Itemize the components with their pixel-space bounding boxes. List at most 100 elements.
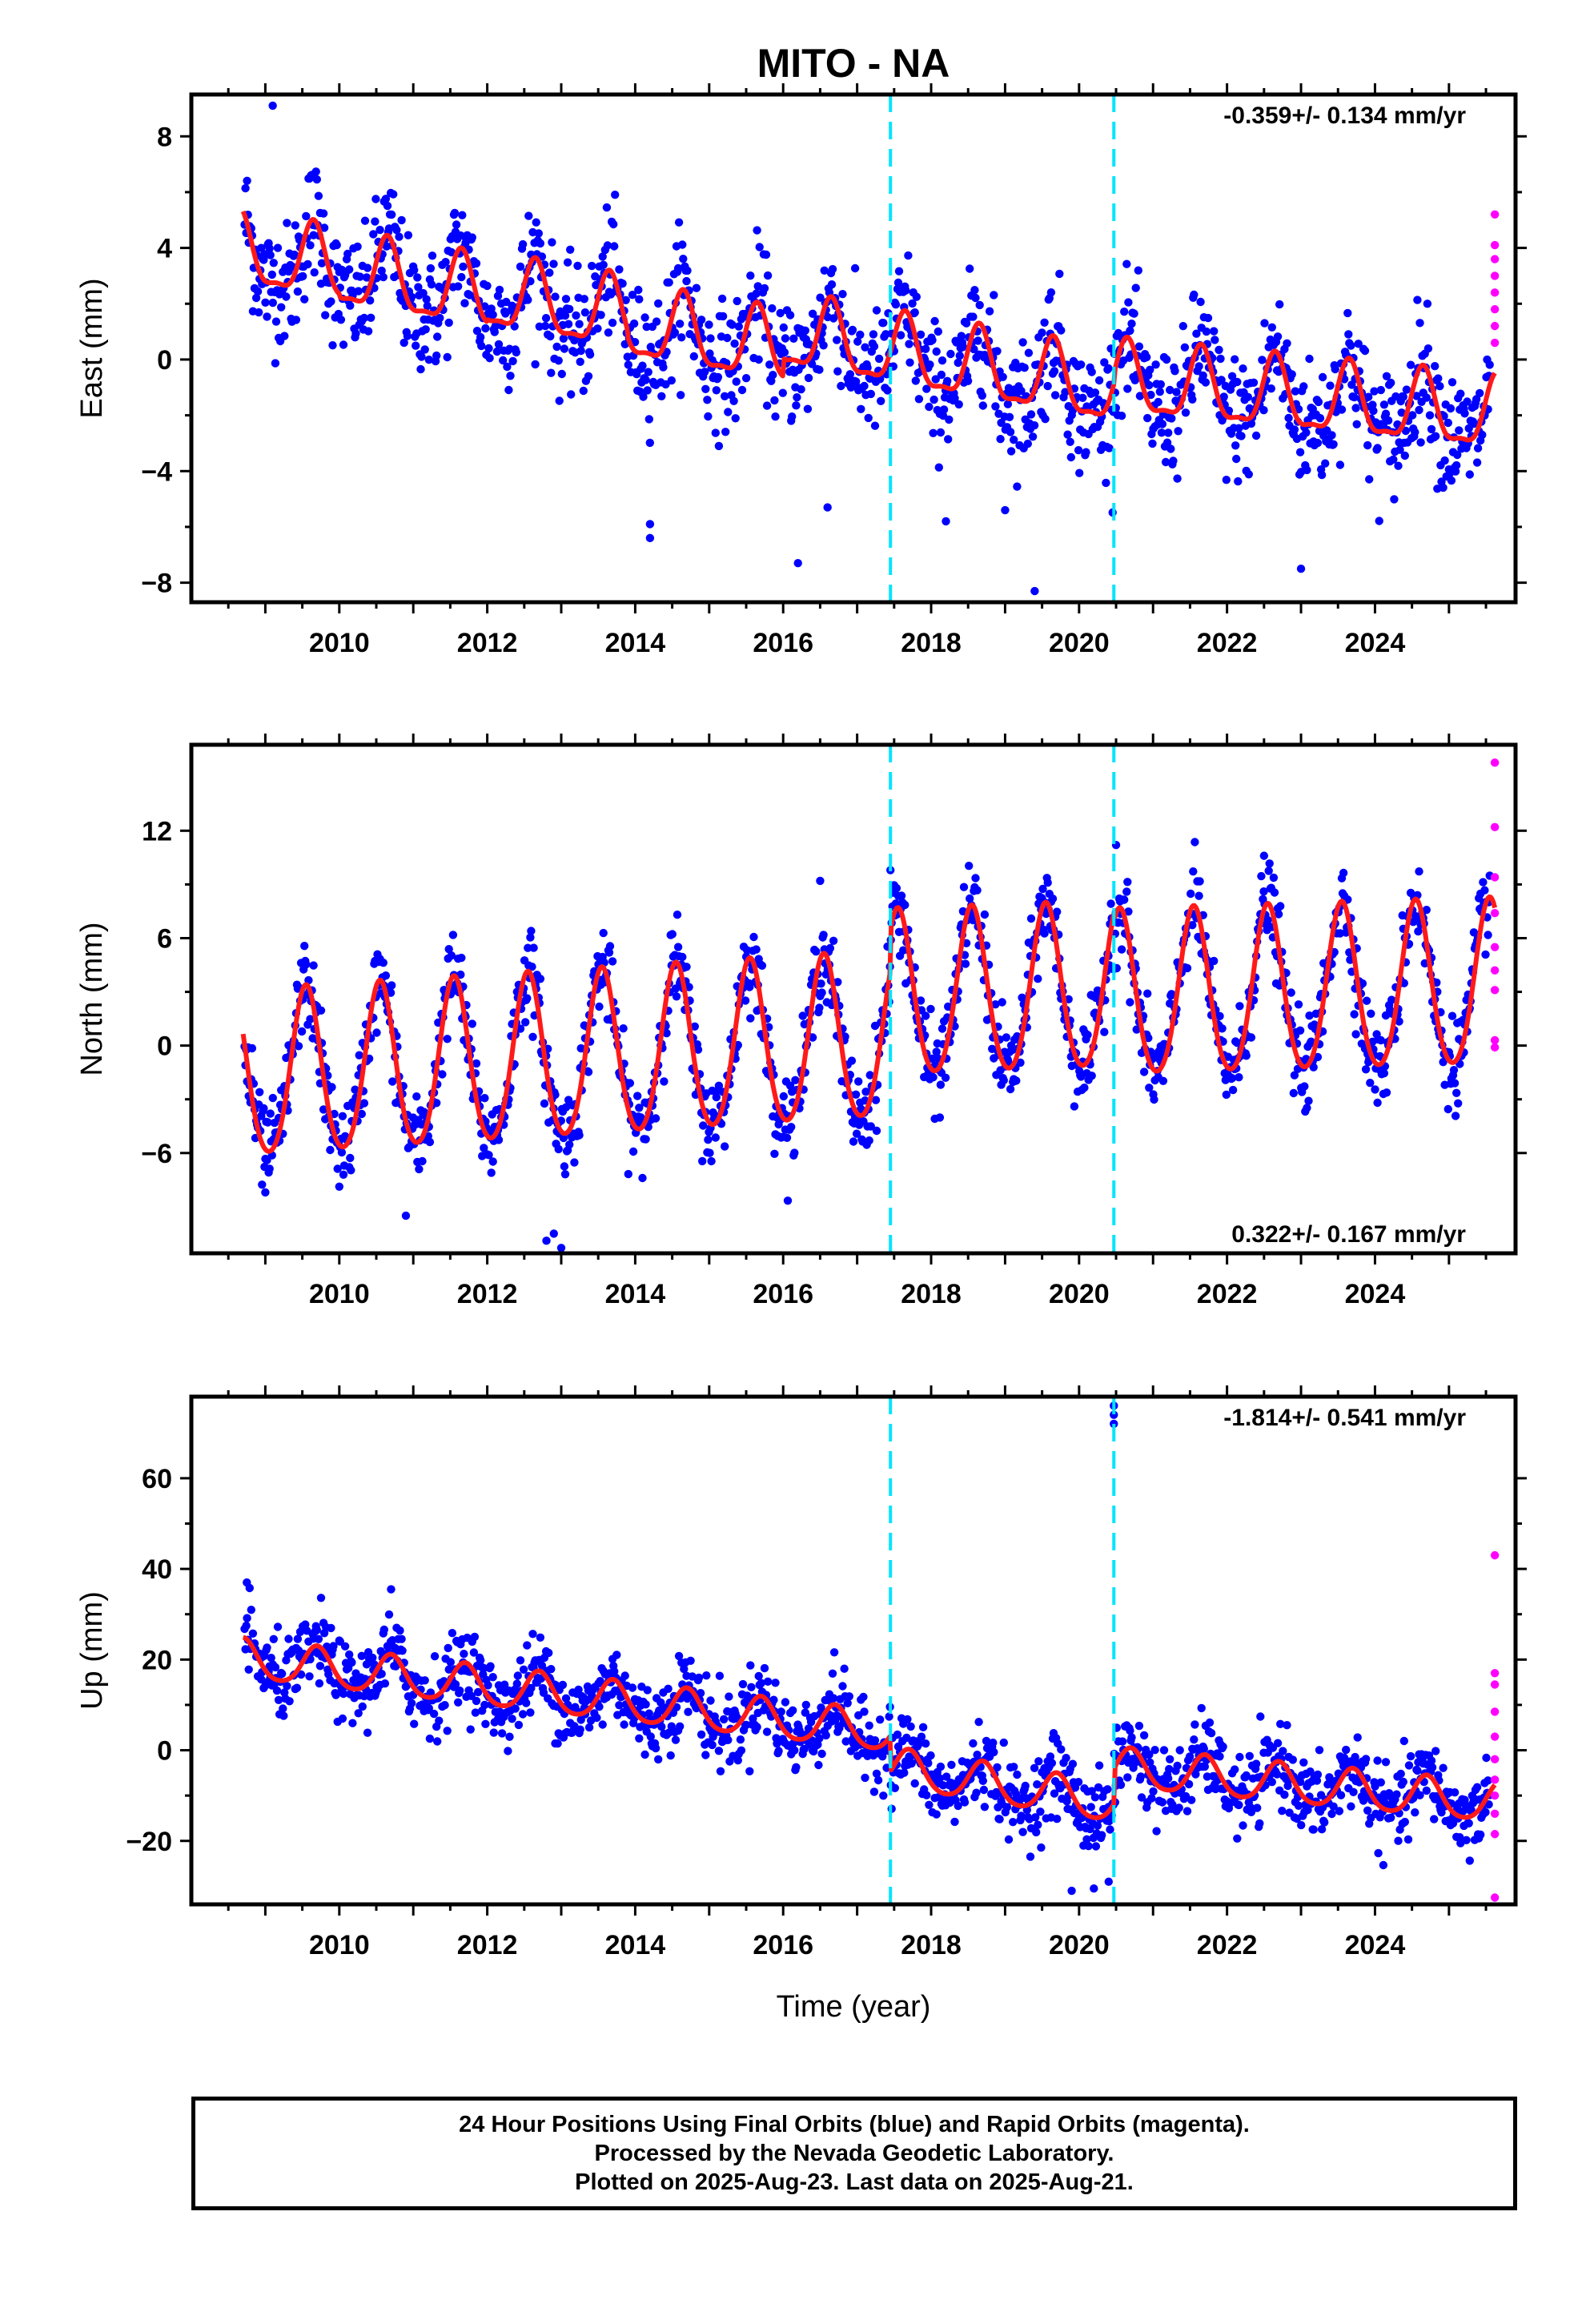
- final-orbit-point: [448, 931, 458, 939]
- final-orbit-point: [1094, 1761, 1104, 1770]
- final-orbit-point: [1180, 343, 1190, 352]
- final-orbit-point: [1127, 1733, 1136, 1742]
- final-orbit-point: [966, 264, 974, 273]
- final-orbit-point: [1256, 1712, 1265, 1721]
- final-orbit-point: [1117, 945, 1126, 954]
- final-orbit-point: [635, 295, 644, 304]
- final-orbit-point: [828, 1669, 837, 1678]
- final-orbit-point: [284, 1634, 293, 1643]
- final-orbit-point: [1166, 444, 1175, 453]
- final-orbit-point: [993, 1763, 1002, 1772]
- final-orbit-point: [1205, 1718, 1215, 1727]
- rapid-orbit-point: [1490, 1775, 1500, 1784]
- final-orbit-point: [1412, 392, 1421, 400]
- panel-frame: [189, 92, 1518, 605]
- final-orbit-point: [516, 262, 525, 271]
- final-orbit-point: [1404, 1761, 1414, 1770]
- y-axis-title: East (mm): [75, 278, 109, 418]
- final-orbit-point: [1469, 420, 1479, 428]
- final-orbit-point: [821, 1731, 830, 1740]
- final-orbit-point: [1326, 381, 1335, 390]
- final-orbit-point: [1100, 1027, 1109, 1036]
- final-orbit-point: [1013, 482, 1022, 491]
- final-orbit-point: [1158, 1076, 1168, 1086]
- final-orbit-point: [1253, 1803, 1262, 1812]
- final-orbit-point: [299, 271, 307, 281]
- final-orbit-point: [610, 242, 619, 251]
- final-orbit-point: [996, 435, 1005, 444]
- final-orbit-point: [1050, 391, 1060, 400]
- final-orbit-point: [351, 329, 360, 338]
- final-orbit-point: [1098, 1831, 1106, 1839]
- final-orbit-point: [471, 1708, 480, 1717]
- final-orbit-point: [1043, 879, 1052, 887]
- final-orbit-point: [1235, 1002, 1244, 1011]
- final-orbit-point: [1283, 339, 1291, 348]
- final-orbit-point: [838, 290, 847, 299]
- final-orbit-point: [711, 428, 720, 437]
- final-orbit-point: [1055, 269, 1064, 279]
- final-orbit-point: [930, 316, 939, 326]
- final-orbit-point: [1190, 290, 1199, 300]
- x-tick-label: 2012: [457, 1279, 518, 1309]
- final-orbit-point: [1040, 929, 1049, 938]
- final-orbit-point: [763, 271, 773, 280]
- final-orbit-point: [593, 324, 602, 333]
- final-orbit-point: [644, 368, 652, 376]
- final-orbit-point: [1152, 1827, 1161, 1835]
- final-orbit-point: [763, 1677, 773, 1686]
- final-orbit-point: [255, 308, 263, 317]
- final-orbit-point: [358, 1702, 367, 1711]
- final-orbit-point: [1005, 412, 1014, 421]
- final-orbit-point: [1139, 1068, 1149, 1076]
- final-orbit-point: [714, 1747, 724, 1755]
- final-orbit-point: [1276, 1719, 1285, 1728]
- final-orbit-point: [833, 336, 841, 344]
- final-orbit-point: [269, 1634, 278, 1643]
- final-orbit-point: [1038, 328, 1046, 337]
- final-orbit-point: [829, 936, 838, 946]
- final-orbit-point: [561, 1103, 571, 1112]
- final-orbit-point: [838, 1682, 847, 1691]
- final-orbit-point: [689, 352, 698, 361]
- final-orbit-point: [423, 301, 432, 311]
- final-orbit-point: [954, 400, 963, 409]
- final-orbit-point: [1050, 1789, 1059, 1798]
- rapid-orbit-points: [1490, 1550, 1500, 1902]
- final-orbit-point: [959, 883, 969, 891]
- final-orbit-point: [734, 322, 743, 331]
- final-orbit-point: [552, 342, 561, 352]
- final-orbit-point: [1228, 1085, 1238, 1095]
- final-orbit-point: [1382, 372, 1391, 380]
- final-orbit-point: [1127, 320, 1136, 328]
- final-orbit-point: [1336, 1791, 1346, 1799]
- final-orbit-point: [547, 368, 556, 377]
- final-orbit-point: [554, 356, 563, 365]
- final-orbit-point: [1453, 450, 1462, 460]
- rapid-orbit-point: [1490, 1755, 1500, 1764]
- final-orbit-point: [274, 1695, 283, 1704]
- final-orbit-point: [870, 421, 880, 430]
- final-orbit-point: [1084, 1842, 1093, 1851]
- final-orbit-point: [486, 1662, 495, 1671]
- final-orbit-point: [444, 1665, 453, 1674]
- final-orbit-point: [721, 1142, 729, 1151]
- final-orbit-point: [718, 312, 728, 321]
- final-orbit-point: [1074, 1778, 1083, 1787]
- final-orbit-point: [369, 230, 378, 239]
- final-orbit-point: [762, 1727, 772, 1736]
- final-orbit-point: [480, 1094, 489, 1103]
- final-orbit-outlier: [645, 533, 655, 543]
- final-orbit-point: [715, 1671, 725, 1680]
- final-orbit-point: [1020, 364, 1029, 372]
- final-orbit-point: [1124, 907, 1133, 916]
- final-orbit-point: [1222, 476, 1231, 485]
- velocity-label: -1.814+/- 0.541 mm/yr: [1223, 1405, 1466, 1431]
- final-orbit-point: [770, 1149, 779, 1159]
- final-orbit-point: [1135, 392, 1145, 400]
- final-orbit-point: [512, 1679, 521, 1688]
- final-orbit-point: [1443, 1104, 1453, 1114]
- final-orbit-point: [683, 266, 692, 275]
- final-orbit-point: [1460, 409, 1469, 418]
- rapid-orbit-point: [1490, 305, 1500, 314]
